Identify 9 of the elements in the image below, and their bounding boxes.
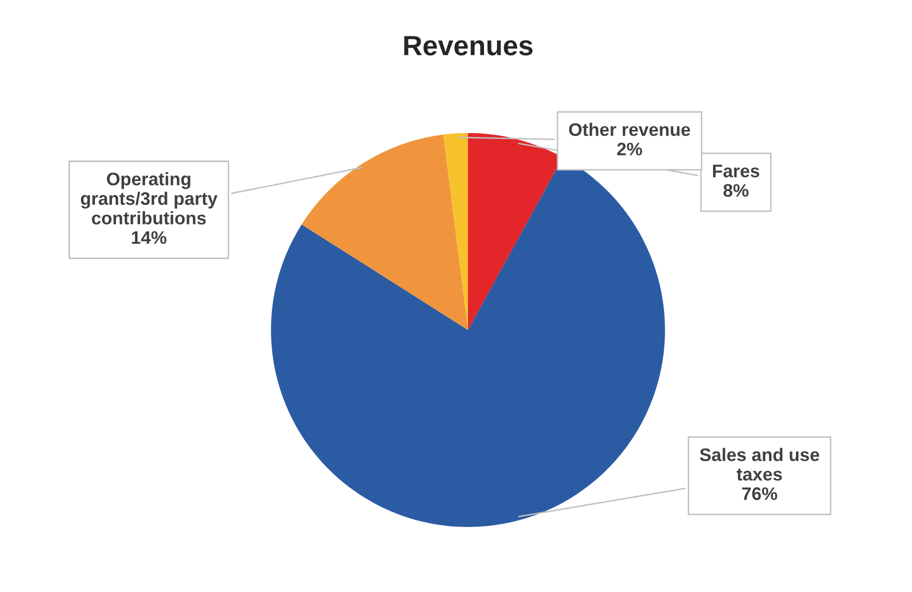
slice-label: Fares — [713, 164, 760, 178]
chart-title: Revenues — [404, 36, 532, 56]
slice-label: Sales and use taxes — [700, 448, 820, 481]
slice-label: Operating grants/3rd party contributions — [80, 172, 218, 224]
data-label: 2% — [617, 142, 642, 156]
data-label: 8% — [723, 184, 748, 197]
slice-label: Other revenue — [569, 122, 690, 136]
data-label: 14% — [132, 231, 166, 244]
data-label: 76% — [742, 487, 778, 500]
